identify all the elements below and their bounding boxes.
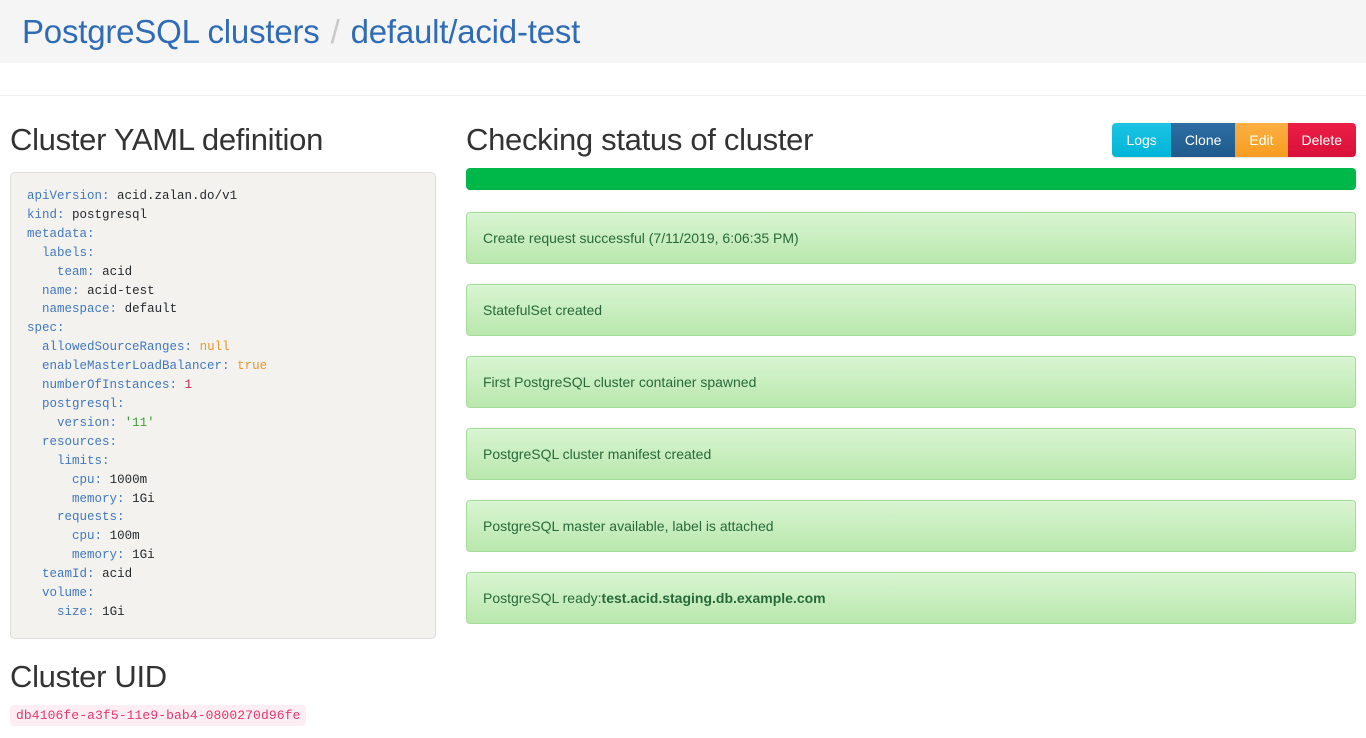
content-row: Cluster YAML definition apiVersion: acid… <box>10 96 1356 726</box>
status-progress-fill <box>466 168 1356 190</box>
status-message: PostgreSQL ready: test.acid.staging.db.e… <box>466 572 1356 624</box>
breadcrumb-link-clusters[interactable]: PostgreSQL clusters <box>22 12 320 50</box>
status-progress-bar <box>466 168 1356 190</box>
breadcrumb-separator: / <box>330 12 340 50</box>
status-message-host: test.acid.staging.db.example.com <box>601 590 826 606</box>
cluster-uid-value: db4106fe-a3f5-11e9-bab4-0800270d96fe <box>10 704 307 726</box>
yaml-code-block: apiVersion: acid.zalan.do/v1 kind: postg… <box>27 189 268 619</box>
cluster-uid-section: Cluster UID db4106fe-a3f5-11e9-bab4-0800… <box>10 659 436 726</box>
clone-button[interactable]: Clone <box>1170 123 1236 157</box>
status-message-list: Create request successful (7/11/2019, 6:… <box>466 212 1356 624</box>
header-spacer <box>0 63 1366 95</box>
status-message-text: StatefulSet created <box>483 302 603 318</box>
status-header: Checking status of cluster Logs Clone Edit… <box>466 122 1356 158</box>
cluster-uid-title: Cluster UID <box>10 658 167 694</box>
delete-button[interactable]: Delete <box>1287 123 1356 157</box>
cluster-actions-button-group[interactable]: Logs Clone Edit Delete <box>1112 123 1356 157</box>
status-title: Checking status of cluster <box>466 122 814 157</box>
status-message-text: PostgreSQL master available, label is at… <box>483 518 774 534</box>
yaml-panel: apiVersion: acid.zalan.do/v1 kind: postg… <box>10 172 436 639</box>
status-message: First PostgreSQL cluster container spawn… <box>466 356 1356 408</box>
status-message: PostgreSQL cluster manifest created <box>466 428 1356 480</box>
right-column: Checking status of cluster Logs Clone Edit… <box>466 96 1356 644</box>
status-message-text: Create request successful (7/11/2019, 6:… <box>483 230 799 246</box>
status-message-text: PostgreSQL ready: <box>483 590 602 606</box>
breadcrumb: PostgreSQL clusters / default/acid-test <box>22 12 580 52</box>
status-message: StatefulSet created <box>466 284 1356 336</box>
status-message-text: First PostgreSQL cluster container spawn… <box>483 374 757 390</box>
edit-button[interactable]: Edit <box>1235 123 1288 157</box>
left-column: Cluster YAML definition apiVersion: acid… <box>10 96 436 726</box>
logs-button[interactable]: Logs <box>1112 123 1171 157</box>
status-message: Create request successful (7/11/2019, 6:… <box>466 212 1356 264</box>
breadcrumb-link-current-cluster[interactable]: default/acid-test <box>350 12 581 50</box>
header-divider <box>0 95 1366 96</box>
breadcrumb-bar: PostgreSQL clusters / default/acid-test <box>0 0 1366 63</box>
status-message-text: PostgreSQL cluster manifest created <box>483 446 712 462</box>
page-body: Cluster YAML definition apiVersion: acid… <box>0 96 1366 726</box>
yaml-section-title: Cluster YAML definition <box>10 122 324 157</box>
status-message: PostgreSQL master available, label is at… <box>466 500 1356 552</box>
